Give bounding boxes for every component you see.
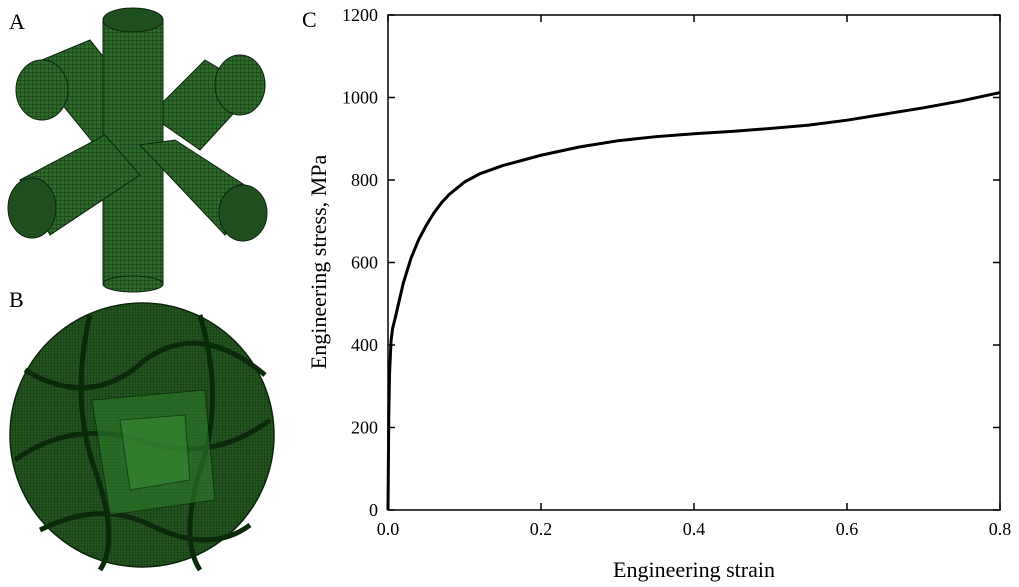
y-axis-label: Engineering stress, MPa: [306, 155, 331, 370]
panel-c-label: C: [302, 7, 317, 32]
mesh-arm-back-right: [149, 54, 266, 151]
y-tick-label: 200: [351, 418, 378, 438]
y-tick-label: 800: [351, 170, 378, 190]
y-tick-label: 400: [351, 335, 378, 355]
x-tick-label: 0.0: [377, 519, 400, 539]
x-axis-label: Engineering strain: [613, 557, 775, 582]
axis-ticks: 0.0 0.2 0.4 0.6 0.8 0 200 400 600 800 1000 1200: [342, 5, 1011, 539]
x-tick-label: 0.4: [683, 519, 706, 539]
x-tick-label: 0.8: [989, 519, 1012, 539]
mesh-arm-front-right: [138, 139, 268, 242]
x-tick-label: 0.2: [530, 519, 553, 539]
y-tick-label: 0: [369, 500, 378, 520]
x-tick-label: 0.6: [836, 519, 859, 539]
lattice-node-mesh-illustration: [7, 7, 268, 293]
stress-strain-chart: 0.0 0.2 0.4 0.6 0.8 0 200 400 600 800 1000 1200 Eng…: [306, 5, 1011, 582]
panel-b-label: B: [9, 287, 24, 312]
y-tick-label: 600: [351, 253, 378, 273]
plot-area-frame: [387, 14, 1001, 511]
mesh-arm-front-left: [7, 134, 141, 239]
panel-a-label: A: [9, 9, 25, 34]
y-tick-label: 1200: [342, 5, 378, 25]
y-tick-label: 1000: [342, 88, 378, 108]
sphere-mesh-illustration: [9, 302, 275, 572]
series-line: [386, 91, 1001, 511]
